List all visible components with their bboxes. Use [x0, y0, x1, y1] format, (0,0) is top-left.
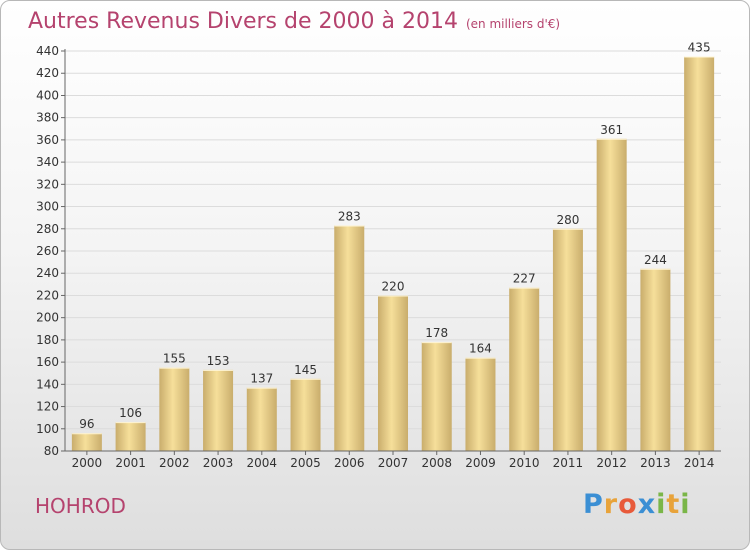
logo-letter: i — [680, 489, 691, 520]
bar-2004 — [246, 387, 277, 451]
bar-value-label: 137 — [250, 372, 273, 386]
bar-2006 — [334, 225, 365, 451]
y-tick-label: 240 — [36, 266, 59, 280]
y-tick-label: 400 — [36, 88, 59, 102]
bar-2008 — [421, 342, 452, 451]
y-tick-label: 100 — [36, 422, 59, 436]
bar-2011 — [552, 228, 583, 451]
bar-2005 — [290, 378, 321, 451]
bar-value-label: 283 — [338, 209, 361, 223]
bar-2007 — [378, 295, 408, 451]
bar-2014 — [684, 56, 715, 452]
bar-value-label: 145 — [294, 363, 317, 377]
proxiti-logo: Proxiti — [583, 489, 691, 520]
logo-letter: r — [603, 489, 619, 520]
x-tick-label: 2003 — [203, 456, 234, 470]
y-tick-label: 420 — [36, 66, 59, 80]
bar-value-label: 280 — [556, 213, 579, 227]
y-tick-label: 200 — [36, 311, 59, 325]
chart-title: Autres Revenus Divers de 2000 à 2014 (en … — [28, 9, 560, 34]
bar-2009 — [465, 357, 496, 451]
bar-value-label: 164 — [469, 342, 492, 356]
x-tick-label: 2014 — [684, 456, 715, 470]
x-tick-label: 2013 — [640, 456, 671, 470]
logo-letter: P — [583, 489, 604, 520]
x-tick-label: 2004 — [247, 456, 278, 470]
bars: 96 106 155 153 137 145 283 220 178 164 227 280 361 24… — [71, 41, 715, 452]
y-tick-label: 220 — [36, 288, 59, 302]
x-tick-label: 2010 — [509, 456, 540, 470]
y-tick-label: 120 — [36, 400, 59, 414]
x-tick-label: 2000 — [72, 456, 103, 470]
logo-letter: t — [666, 489, 681, 520]
y-tick-label: 380 — [36, 111, 59, 125]
x-tick-label: 2001 — [115, 456, 146, 470]
bar-2000 — [71, 433, 102, 451]
bar-2003 — [203, 369, 234, 451]
bar-value-label: 106 — [119, 406, 142, 420]
place-name: HOHROD — [35, 494, 126, 518]
x-tick-label: 2012 — [596, 456, 627, 470]
y-tick-label: 80 — [44, 444, 59, 458]
bar-value-label: 155 — [163, 352, 186, 366]
y-tick-label: 280 — [36, 222, 59, 236]
y-tick-label: 300 — [36, 200, 59, 214]
logo-letter: x — [637, 489, 657, 520]
chart-title-main: Autres Revenus Divers de 2000 à 2014 — [28, 9, 458, 34]
bar-value-label: 227 — [513, 272, 536, 286]
logo-letter: i — [656, 489, 667, 520]
chart-title-unit: (en milliers d'€) — [465, 17, 561, 31]
bar-2012 — [596, 138, 627, 451]
x-tick-label: 2007 — [378, 456, 409, 470]
x-tick-label: 2002 — [159, 456, 190, 470]
bar-2002 — [159, 367, 190, 451]
bar-value-label: 435 — [688, 41, 711, 55]
bar-value-label: 220 — [382, 279, 405, 293]
bar-2010 — [509, 287, 540, 451]
y-tick-label: 320 — [36, 177, 59, 191]
x-tick-label: 2011 — [553, 456, 584, 470]
y-tick-label: 340 — [36, 155, 59, 169]
bar-value-label: 244 — [644, 253, 667, 267]
y-tick-label: 260 — [36, 244, 59, 258]
y-tick-label: 140 — [36, 377, 59, 391]
bar-2001 — [115, 422, 146, 451]
x-tick-label: 2006 — [334, 456, 365, 470]
y-tick-label: 160 — [36, 355, 59, 369]
bar-value-label: 361 — [600, 123, 623, 137]
y-tick-label: 180 — [36, 333, 59, 347]
logo-letter: o — [618, 489, 638, 520]
axes: 80 100 120 140 160 180 200 220 240 260 280 300 320 34… — [36, 44, 721, 470]
x-tick-label: 2009 — [465, 456, 496, 470]
bar-value-label: 96 — [79, 417, 94, 431]
y-tick-label: 440 — [36, 44, 59, 58]
bar-value-label: 153 — [207, 354, 230, 368]
y-tick-label: 360 — [36, 133, 59, 147]
bar-value-label: 178 — [425, 326, 448, 340]
x-tick-label: 2008 — [421, 456, 452, 470]
x-tick-label: 2005 — [290, 456, 321, 470]
bar-2013 — [640, 268, 671, 451]
